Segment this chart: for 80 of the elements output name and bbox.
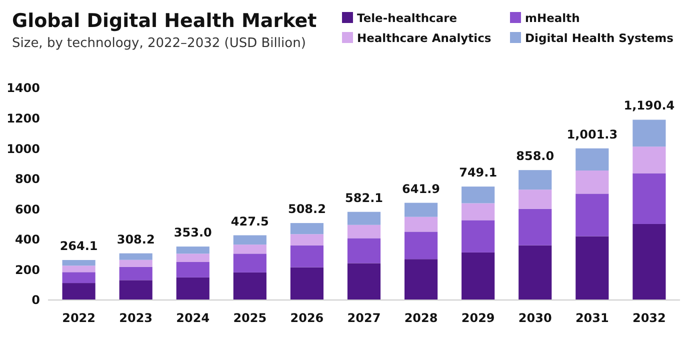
legend-label: Healthcare Analytics	[357, 31, 492, 45]
total-label: 858.0	[516, 149, 554, 164]
x-tick-label: 2030	[518, 311, 552, 325]
x-tick-label: 2025	[233, 311, 267, 325]
bar	[119, 280, 152, 300]
total-label: 749.1	[459, 166, 498, 180]
x-tick-label: 2028	[404, 311, 438, 325]
bar	[347, 263, 381, 300]
bar	[233, 254, 266, 272]
bar	[404, 232, 438, 260]
bar	[290, 234, 324, 246]
bar	[632, 120, 666, 147]
bar	[518, 190, 552, 209]
bar	[119, 260, 152, 267]
bar	[62, 272, 96, 284]
bar	[62, 260, 96, 266]
y-tick-label: 1000	[6, 142, 40, 156]
y-tick-label: 1200	[6, 111, 40, 126]
total-label: 582.1	[345, 190, 383, 205]
y-tick-label: 400	[14, 232, 40, 247]
x-tick-label: 2023	[119, 311, 153, 325]
total-label: 1,190.4	[624, 98, 675, 113]
x-tick-label: 2022	[62, 311, 96, 325]
y-tick-label: 600	[14, 202, 40, 216]
bar	[62, 283, 96, 300]
bar	[119, 266, 152, 280]
legend-label: Digital Health Systems	[525, 31, 674, 45]
bar	[576, 236, 609, 300]
y-tick-label: 0	[32, 293, 40, 308]
x-tick-label: 2026	[290, 311, 324, 325]
y-tick-label: 800	[14, 172, 40, 186]
x-tick-label: 2024	[176, 311, 210, 325]
bar	[518, 170, 552, 190]
bar	[576, 148, 609, 171]
bar	[462, 220, 495, 252]
bar	[347, 224, 381, 238]
bar	[233, 235, 266, 245]
bar	[176, 254, 210, 262]
bar	[462, 252, 495, 300]
bar	[176, 277, 210, 300]
bar	[404, 216, 438, 232]
y-tick-label: 200	[14, 262, 40, 277]
x-tick-label: 2027	[347, 311, 381, 325]
bar	[404, 202, 438, 217]
total-label: 1,001.3	[566, 127, 618, 142]
total-label: 308.2	[116, 232, 155, 246]
bar	[290, 223, 324, 234]
bar	[404, 259, 438, 300]
legend-label: Tele-healthcare	[357, 11, 458, 25]
y-tick-label: 1400	[6, 81, 40, 96]
bar	[176, 246, 210, 254]
total-label: 353.0	[174, 226, 212, 240]
chart-title: Global Digital Health Market	[12, 10, 317, 32]
bar	[290, 267, 324, 300]
bar	[462, 186, 495, 204]
total-label: 508.2	[288, 202, 326, 216]
bar	[632, 173, 666, 224]
bar	[576, 194, 609, 236]
total-label: 264.1	[60, 239, 98, 254]
bar	[462, 203, 495, 220]
bar	[233, 244, 266, 254]
bar	[518, 245, 552, 300]
x-tick-label: 2029	[461, 311, 495, 325]
bar	[62, 266, 96, 272]
total-label: 427.5	[230, 214, 269, 228]
bar	[119, 253, 152, 260]
x-tick-label: 2032	[632, 311, 666, 325]
bar	[576, 170, 609, 194]
bar	[233, 272, 266, 300]
bar	[347, 212, 381, 225]
bar	[347, 238, 381, 264]
chart-subtitle: Size, by technology, 2022–2032 (USD Billion)	[12, 36, 306, 51]
bar	[632, 224, 666, 300]
total-label: 641.9	[402, 182, 440, 196]
bar	[290, 245, 324, 268]
x-tick-label: 2031	[575, 311, 609, 325]
bar	[518, 208, 552, 246]
bar	[632, 146, 666, 174]
legend-label: mHealth	[525, 11, 580, 25]
bar	[176, 262, 210, 278]
